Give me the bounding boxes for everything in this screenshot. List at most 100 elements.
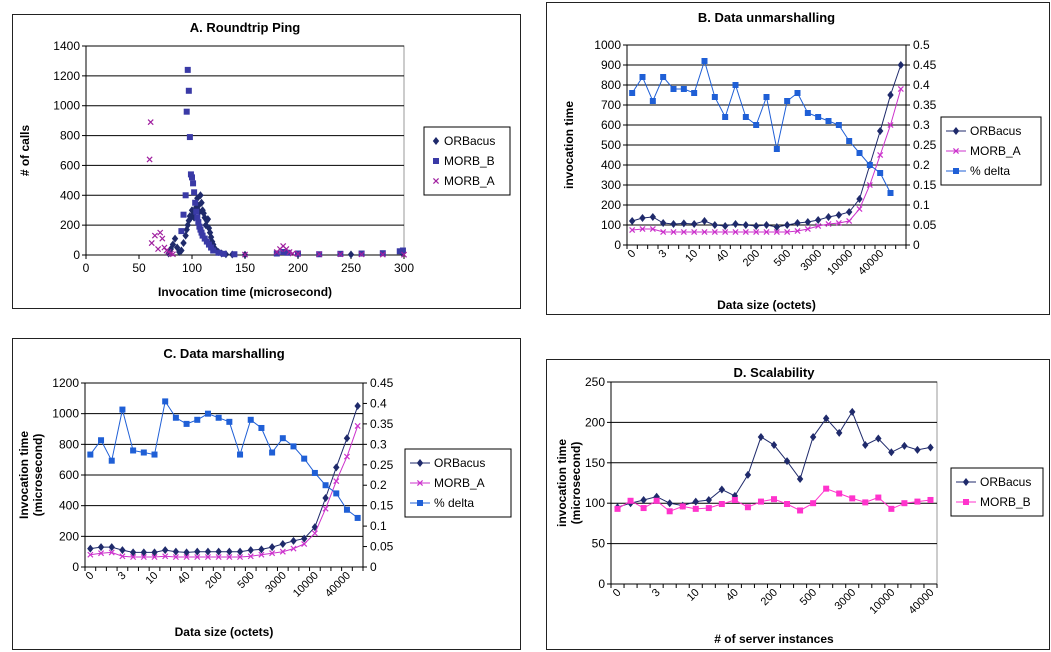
data-point-morb-a — [400, 251, 408, 258]
data-point-orbacus — [202, 221, 209, 230]
data-point-morb-a — [130, 554, 137, 561]
y-tick-label: 0 — [72, 560, 79, 574]
data-point-orbacus — [161, 546, 169, 555]
y-tick-label: 150 — [585, 456, 605, 470]
data-point-morb-b — [194, 214, 201, 221]
data-point-morb-b — [849, 495, 856, 502]
data-point-morb-b — [190, 180, 197, 187]
legend-marker — [952, 127, 960, 135]
x-tick-label: 3000 — [263, 570, 289, 596]
data-point-orbacus — [347, 250, 355, 259]
data-point-orbacus — [279, 540, 287, 548]
y-tick-label: 800 — [601, 78, 621, 92]
data-point-delta — [237, 451, 244, 458]
data-point-orbacus — [732, 220, 739, 228]
data-point-morb-a — [732, 228, 739, 236]
legend-label: % delta — [970, 164, 1010, 178]
data-point-morb-a — [835, 219, 842, 227]
y-axis-label: Invocation time(microsecond) — [17, 431, 45, 519]
data-point-delta — [680, 86, 687, 92]
y-tick-label: 400 — [601, 158, 621, 172]
data-point-delta — [108, 457, 115, 464]
data-point-orbacus — [322, 494, 329, 502]
data-point-morb-b — [731, 496, 738, 503]
data-point-orbacus — [639, 214, 646, 222]
data-point-delta — [846, 138, 853, 144]
y-tick-label: 1200 — [53, 69, 80, 83]
x-tick-label: 500 — [798, 587, 819, 608]
data-point-orbacus — [856, 195, 863, 203]
data-point-orbacus — [354, 402, 361, 410]
data-point-orbacus — [183, 548, 190, 557]
x-axis-label: Invocation time (microsecond) — [158, 285, 332, 299]
data-point-orbacus — [887, 91, 894, 99]
data-point-orbacus — [171, 234, 179, 243]
data-point-orbacus — [343, 434, 351, 443]
data-point-orbacus — [247, 546, 254, 555]
chart-scalability: D. Scalability050100150200250invocation … — [555, 365, 1044, 646]
y-tick-label: 800 — [59, 437, 79, 451]
x-tick-label: 0 — [83, 261, 90, 275]
data-point-morb-a — [169, 251, 176, 258]
data-point-morb-b — [640, 505, 647, 512]
y-tick-label: 1400 — [53, 39, 80, 53]
x-tick-label: 3 — [650, 587, 663, 600]
data-point-delta — [794, 90, 801, 96]
data-point-morb-a — [290, 545, 297, 552]
data-point-morb-b — [757, 498, 764, 505]
data-point-orbacus — [194, 547, 201, 556]
data-point-orbacus — [927, 443, 934, 452]
data-point-morb-a — [887, 121, 894, 129]
data-point-delta — [773, 146, 780, 152]
y2-tick-label: 0.15 — [370, 499, 394, 513]
data-point-delta — [354, 514, 361, 521]
data-point-delta — [856, 150, 863, 156]
data-point-delta — [629, 90, 636, 96]
y-tick-label: 700 — [601, 98, 621, 112]
data-point-morb-b — [810, 500, 817, 507]
y2-tick-label: 0.25 — [370, 458, 394, 472]
data-point-morb-a — [294, 250, 302, 257]
data-point-morb-b — [280, 249, 287, 256]
data-point-delta — [322, 482, 329, 489]
data-point-morb-b — [231, 251, 238, 258]
data-point-morb-b — [888, 505, 895, 512]
data-point-morb-b — [927, 496, 934, 503]
data-point-morb-b — [875, 494, 882, 501]
legend-label: MORB_B — [444, 154, 495, 168]
data-point-orbacus — [97, 543, 105, 552]
y-tick-label: 100 — [601, 218, 621, 232]
data-point-morb-a — [215, 554, 222, 561]
y-tick-label: 0 — [614, 238, 621, 252]
y-tick-label: 400 — [60, 188, 80, 202]
data-point-morb-b — [182, 192, 189, 199]
data-point-morb-a — [151, 554, 158, 561]
data-point-delta — [311, 469, 318, 476]
x-tick-label: 10000 — [867, 587, 897, 617]
data-point-morb-a — [856, 205, 863, 213]
data-point-morb-a — [343, 453, 350, 460]
data-point-morb-b — [379, 250, 386, 257]
y2-tick-label: 0.5 — [913, 38, 930, 52]
legend-label: ORBacus — [434, 456, 485, 470]
data-point-morb-b — [797, 507, 804, 514]
data-point-delta — [815, 114, 822, 120]
data-point-delta — [183, 420, 190, 427]
y2-tick-label: 0.35 — [370, 417, 394, 431]
data-point-morb-b — [823, 485, 830, 492]
data-point-morb-a — [147, 119, 154, 126]
data-point-morb-a — [237, 554, 244, 561]
data-point-delta — [247, 416, 254, 423]
y2-tick-label: 0.45 — [370, 376, 394, 390]
y-tick-label: 0 — [73, 248, 80, 262]
legend-label: MORB_A — [444, 174, 495, 188]
x-tick-label: 10000 — [291, 570, 321, 600]
data-point-delta — [215, 414, 222, 421]
y-tick-label: 600 — [59, 468, 79, 482]
data-point-morb-b — [718, 501, 725, 508]
data-point-morb-a — [161, 244, 168, 251]
data-point-morb-a — [711, 228, 718, 236]
data-point-orbacus — [268, 543, 276, 552]
x-tick-label: 40 — [176, 570, 193, 587]
data-point-orbacus — [204, 547, 212, 556]
